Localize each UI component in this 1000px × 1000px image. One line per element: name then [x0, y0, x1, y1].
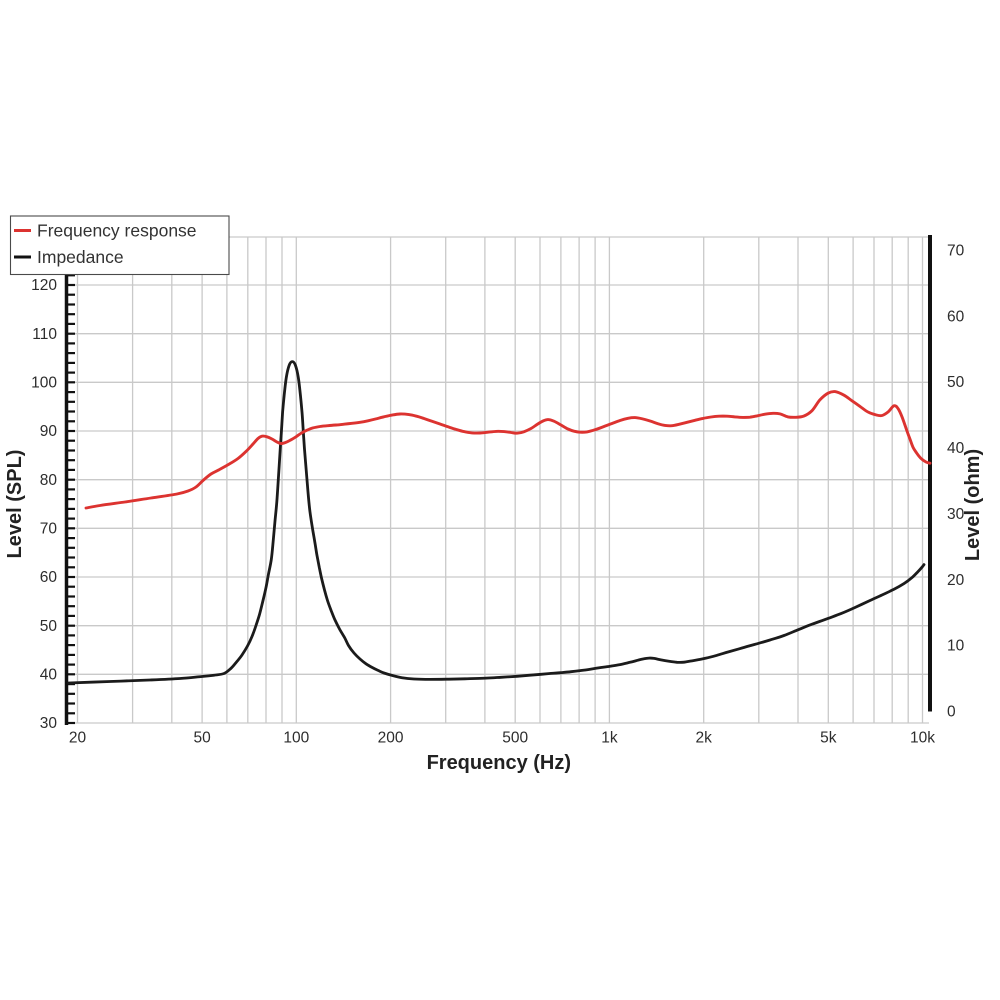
svg-text:10: 10 — [947, 638, 965, 655]
svg-text:100: 100 — [31, 375, 57, 392]
svg-text:120: 120 — [31, 277, 57, 294]
svg-text:60: 60 — [947, 308, 965, 325]
svg-text:Frequency response: Frequency response — [37, 221, 197, 241]
svg-text:Level (ohm): Level (ohm) — [962, 449, 984, 561]
svg-text:40: 40 — [40, 667, 58, 684]
svg-text:100: 100 — [283, 730, 309, 747]
svg-text:30: 30 — [947, 506, 965, 523]
svg-text:50: 50 — [947, 374, 965, 391]
svg-text:200: 200 — [378, 730, 404, 747]
svg-text:Level (SPL): Level (SPL) — [4, 450, 26, 559]
svg-text:60: 60 — [40, 569, 58, 586]
svg-text:70: 70 — [947, 242, 965, 259]
svg-text:50: 50 — [40, 618, 58, 635]
svg-text:50: 50 — [193, 730, 211, 747]
svg-text:30: 30 — [40, 715, 58, 732]
svg-text:70: 70 — [40, 521, 58, 538]
svg-text:20: 20 — [947, 572, 965, 589]
svg-text:500: 500 — [502, 730, 528, 747]
svg-text:1k: 1k — [601, 730, 618, 747]
svg-text:Frequency (Hz): Frequency (Hz) — [427, 752, 571, 774]
svg-text:10k: 10k — [910, 730, 935, 747]
svg-text:Impedance: Impedance — [37, 247, 124, 267]
svg-text:110: 110 — [32, 326, 57, 343]
svg-text:20: 20 — [69, 730, 87, 747]
svg-text:0: 0 — [947, 704, 956, 721]
svg-text:80: 80 — [40, 472, 58, 489]
svg-text:5k: 5k — [820, 730, 837, 747]
svg-text:90: 90 — [40, 423, 58, 440]
svg-text:40: 40 — [947, 440, 965, 457]
svg-text:2k: 2k — [696, 730, 713, 747]
